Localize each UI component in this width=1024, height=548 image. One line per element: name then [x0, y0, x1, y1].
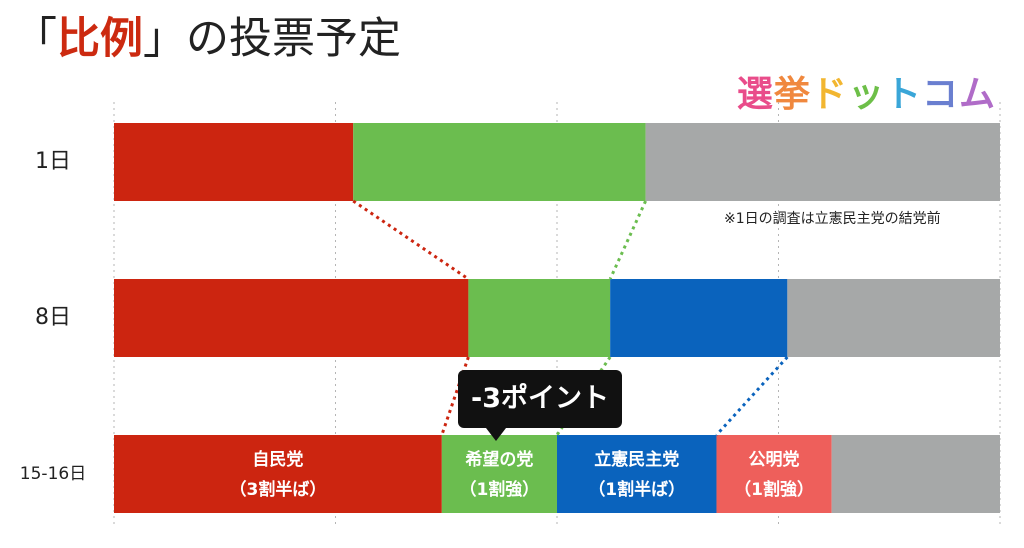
bar-segment-cdp: [557, 435, 717, 513]
connector-ldp: [352, 199, 470, 281]
bar-segment-cdp: [610, 279, 788, 357]
brand-char: ト: [884, 74, 922, 115]
connector-kibo: [608, 200, 647, 280]
row-label: 8日: [35, 305, 71, 330]
bar-segment-other: [787, 279, 1000, 357]
brand-char: ド: [810, 74, 848, 115]
title-rest: の投票予定: [186, 14, 401, 64]
bar-segment-kibo: [468, 279, 611, 357]
segment-label-kibo: 希望の党 （1割強）: [442, 445, 557, 505]
segment-name: 公明党: [748, 450, 800, 470]
title-open-bracket: 「: [14, 14, 57, 64]
row-label: 15-16日: [19, 464, 87, 484]
segment-label-komei: 公明党 （1割強）: [716, 445, 831, 505]
bar-segment-ldp: [114, 123, 354, 201]
brand-char: ム: [958, 74, 996, 115]
title-highlight: 比例: [57, 14, 143, 64]
page-title: 「比例」の投票予定: [14, 6, 401, 72]
segment-share: （3割半ば）: [229, 480, 327, 500]
brand-logo: 選挙ドットコム: [737, 72, 996, 118]
callout-pointer: [486, 428, 506, 441]
segment-label-ldp: 自民党 （3割半ば）: [114, 445, 442, 505]
bar-segment-other: [831, 435, 1000, 513]
bar-segment-kibo: [441, 435, 557, 513]
bar-segment-ldp: [114, 435, 442, 513]
title-close-bracket: 」: [143, 14, 186, 64]
segment-share: （1割半ば）: [588, 480, 686, 500]
bar-segment-kibo: [353, 123, 646, 201]
segment-share: （1割強）: [459, 480, 540, 500]
connector-cdp: [715, 355, 789, 437]
segment-label-cdp: 立憲民主党 （1割半ば）: [557, 445, 716, 505]
segment-name: 立憲民主党: [594, 450, 680, 470]
bar-segment-ldp: [114, 279, 469, 357]
bar-segment-komei: [716, 435, 832, 513]
survey-note: ※1日の調査は立憲民主党の結党前: [724, 211, 941, 227]
row-label: 1日: [35, 149, 71, 174]
brand-char: 選: [736, 74, 774, 115]
brand-char: ッ: [847, 74, 885, 115]
segment-name: 自民党: [252, 450, 304, 470]
change-callout: -3ポイント: [458, 370, 622, 428]
segment-share: （1割強）: [734, 480, 814, 500]
brand-char: コ: [921, 74, 959, 115]
brand-char: 挙: [773, 74, 811, 115]
segment-name: 希望の党: [465, 450, 534, 470]
bar-segment-other: [645, 123, 1000, 201]
